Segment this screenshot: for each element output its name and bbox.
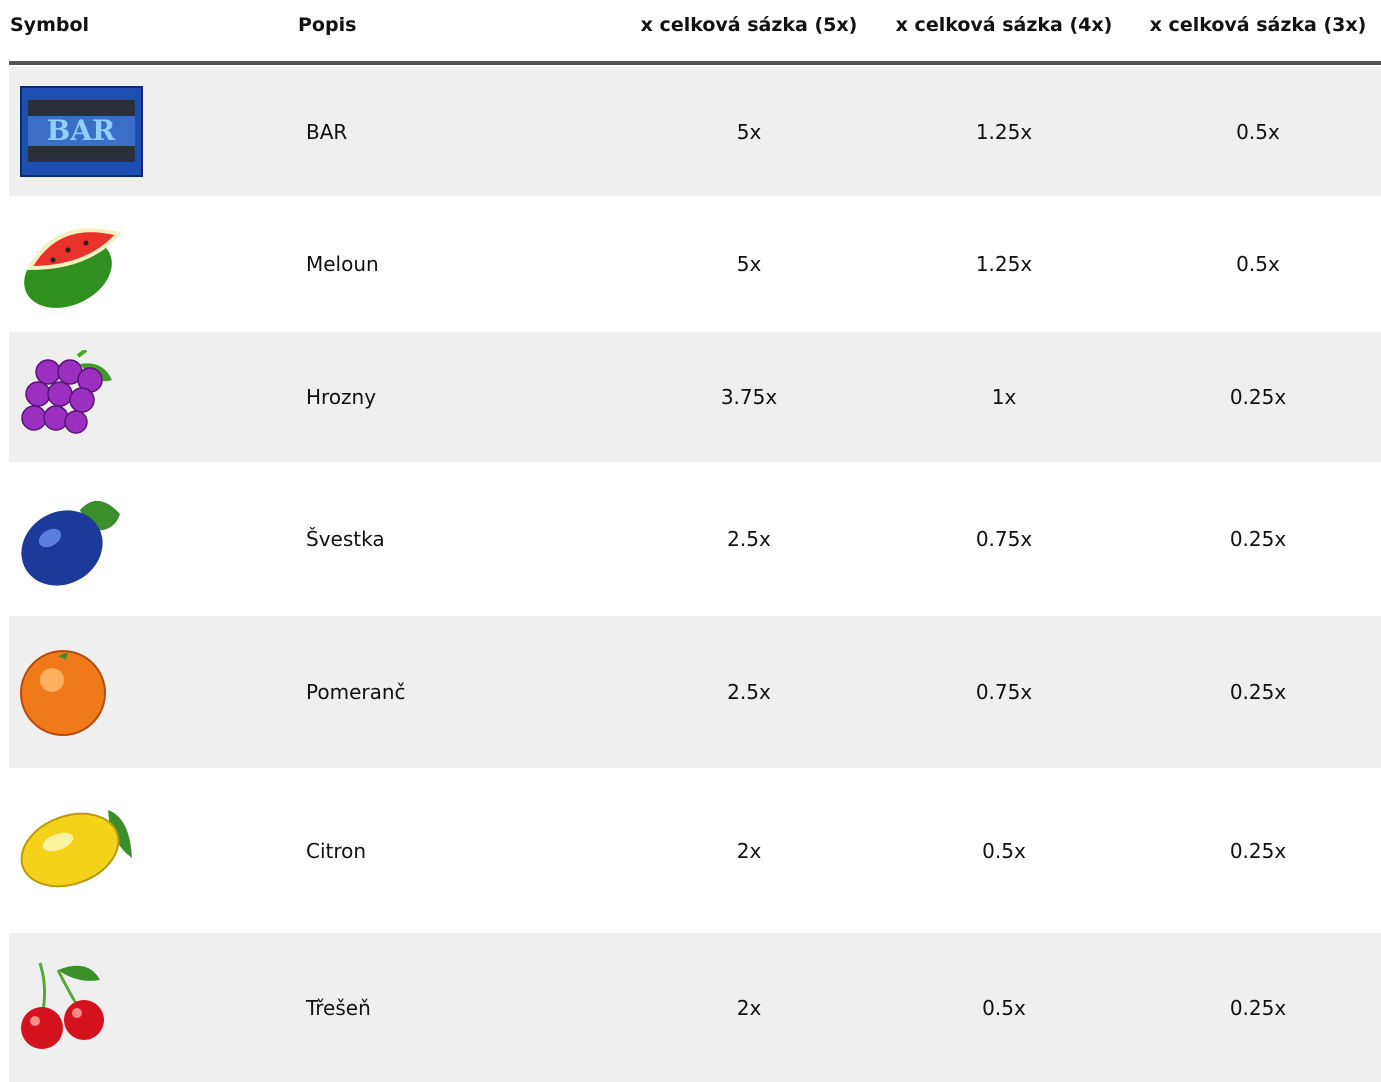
- grapes-icon: [21, 350, 112, 434]
- payout: 0.75x: [975, 680, 1033, 704]
- table-row: [9, 332, 1381, 462]
- header-cell: x celková sázka (5x): [640, 14, 858, 36]
- header-cell: x celková sázka (3x): [1149, 14, 1367, 36]
- payout: 2.5x: [727, 680, 771, 704]
- melon-icon: [24, 228, 122, 308]
- symbol-name: Citron: [306, 838, 367, 863]
- payout: 1.25x: [975, 252, 1033, 276]
- symbol-name: Švestka: [306, 527, 385, 551]
- header-cell: Symbol: [10, 14, 90, 36]
- payout: 0.25x: [1229, 995, 1287, 1020]
- payout: 2x: [736, 838, 762, 863]
- symbol-name: Pomeranč: [306, 680, 406, 704]
- payout: 0.25x: [1229, 838, 1287, 863]
- payout: 0.25x: [1229, 385, 1287, 409]
- symbol-name: Třešeň: [306, 995, 371, 1020]
- payout: 1.25x: [975, 119, 1033, 144]
- payout: 3.75x: [720, 385, 778, 409]
- payout: 1x: [991, 385, 1017, 409]
- cherry-icon: [21, 962, 104, 1049]
- payout: 0.25x: [1229, 680, 1287, 704]
- payout: 5x: [736, 119, 762, 144]
- header-cell: Popis: [298, 14, 357, 36]
- payout: 2x: [736, 995, 762, 1020]
- payout: 0.75x: [975, 527, 1033, 551]
- table-row: [9, 67, 1381, 196]
- symbol-name: BAR: [306, 119, 348, 144]
- table-row: [9, 933, 1381, 1082]
- payout: 0.5x: [1236, 252, 1280, 276]
- table-row: [9, 462, 1381, 616]
- payout: 0.5x: [1236, 119, 1280, 144]
- payout: 0.5x: [982, 838, 1026, 863]
- header-cell: x celková sázka (4x): [895, 14, 1113, 36]
- orange-icon: [20, 650, 106, 736]
- table-row: [9, 196, 1381, 332]
- svg-text:BAR: BAR: [47, 114, 116, 147]
- table-row: [9, 768, 1381, 933]
- payout: 0.5x: [982, 995, 1026, 1020]
- payout: 5x: [736, 252, 762, 276]
- plum-icon: [21, 500, 120, 586]
- header-rule: [9, 61, 1381, 65]
- payout: 2.5x: [727, 527, 771, 551]
- symbol-name: Hrozny: [306, 385, 377, 409]
- table-row: [9, 616, 1381, 768]
- lemon-icon: [20, 810, 132, 888]
- payout: 0.25x: [1229, 527, 1287, 551]
- bar-icon: BAR: [20, 86, 143, 177]
- symbol-name: Meloun: [306, 252, 379, 276]
